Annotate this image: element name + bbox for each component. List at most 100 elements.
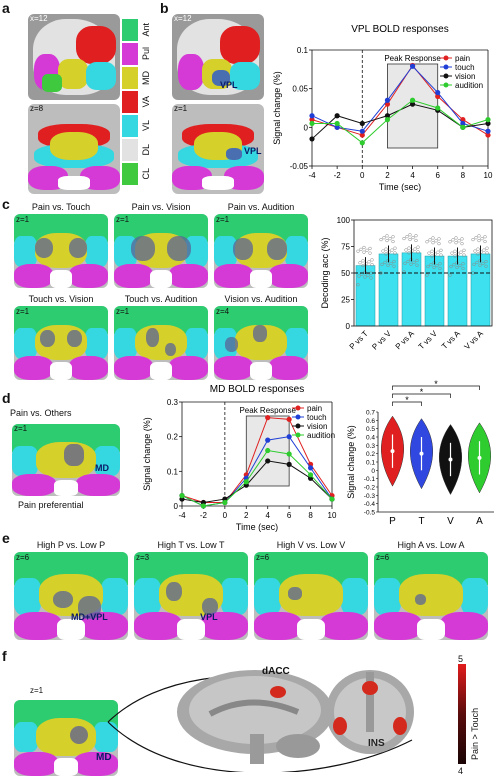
contrast-title: Pain vs. Audition (227, 202, 295, 212)
data-point-audition (179, 493, 185, 499)
subject-point (356, 249, 360, 253)
subject-point (357, 274, 361, 278)
data-point-touch (384, 97, 391, 103)
contrast-title: Pain vs. Vision (131, 202, 191, 212)
subject-point (454, 236, 458, 240)
subject-point (392, 259, 396, 264)
data-point-audition (384, 117, 391, 123)
violin-median (477, 455, 482, 460)
y-tick-label: 0.3 (167, 398, 179, 407)
violin-plot: P T V A -0.5 -0.4-0.3-0.2 -0.100.1 0.20.30.4 0.5… (346, 380, 494, 527)
thalamus-slice: z=6 MD+VPL (14, 552, 128, 640)
subject-point (416, 245, 420, 249)
y-tick-label: -0.5 (364, 510, 376, 517)
legend-label: pain (455, 54, 470, 63)
legend-marker (443, 73, 449, 79)
subject-point (461, 262, 465, 266)
thalamus-slice: z=1 (14, 306, 108, 380)
legend-label: audition (455, 81, 483, 90)
panel-label-b: b (160, 0, 169, 16)
slice-label: z=6 (16, 553, 30, 562)
thalamus-slice: z=1 (14, 214, 108, 288)
slice-label: x=12 (30, 14, 48, 23)
data-point-vision (309, 136, 315, 142)
subject-point (461, 266, 465, 271)
slice-label: z=1 (16, 307, 30, 316)
subject-point (436, 250, 440, 254)
subject-point (362, 250, 366, 254)
roi-label-md: MD (96, 752, 112, 763)
x-tick-label: -2 (334, 171, 342, 180)
series-line-pain (311, 64, 489, 136)
data-point-touch (460, 120, 466, 127)
data-point-touch (309, 113, 315, 119)
thalamus-slice: z=3 VPL (134, 552, 248, 640)
contrast-map: Pain vs. Audition z=1 (214, 202, 308, 288)
thalamus-slice: z=1 (214, 214, 308, 288)
contrast-map: Pain vs. Vision z=1 (114, 202, 208, 288)
legend-label: VL (141, 120, 151, 132)
subject-point (438, 262, 442, 266)
contrast-title: Touch vs. Vision (28, 294, 94, 304)
x-axis-label: Time (sec) (236, 522, 278, 532)
md-pain-preferential-map (12, 424, 120, 496)
subject-point (412, 260, 416, 265)
data-point-pain (485, 132, 491, 138)
x-tick-label: 6 (435, 171, 440, 180)
subject-point (428, 238, 432, 242)
violin-median (390, 449, 395, 454)
subject-point (448, 240, 452, 244)
y-axis-label: Decoding acc (%) (320, 237, 330, 308)
subject-point (455, 265, 459, 270)
subject-point (462, 248, 466, 252)
thalamus-slice: z=4 (214, 306, 308, 380)
data-point-touch (485, 128, 491, 134)
contrast-map: Touch vs. Vision z=1 (14, 294, 108, 380)
subject-point (389, 261, 393, 266)
subject-point (408, 233, 412, 237)
subject-point (406, 259, 410, 264)
data-point-audition (309, 120, 315, 127)
subject-point (391, 239, 395, 244)
subject-point (413, 247, 417, 251)
thalamus-slice: z=1 (114, 306, 208, 380)
contrast-title: High P vs. Low P (36, 540, 106, 550)
colorbar-max: 5 (458, 654, 464, 664)
subject-point (388, 237, 392, 241)
legend-swatch (122, 19, 138, 41)
data-point-pain (384, 101, 391, 107)
legend-swatch (122, 163, 138, 185)
subject-point (358, 261, 362, 265)
x-tick-label: A (476, 516, 483, 527)
subject-point (437, 237, 441, 241)
subject-point (483, 235, 487, 239)
subject-point (431, 241, 435, 245)
bar (447, 255, 468, 327)
legend-marker (443, 55, 449, 61)
subject-point (478, 263, 482, 268)
legend-label: touch (307, 413, 327, 422)
slice-label: z=4 (216, 307, 230, 316)
sagittal-brain-image (177, 670, 333, 764)
data-point-touch (409, 63, 416, 69)
subject-point (415, 263, 419, 267)
significance-bracket (392, 401, 422, 406)
subject-point (431, 236, 435, 240)
data-point-audition (409, 97, 416, 103)
x-tick-label: P vs T (348, 329, 370, 351)
x-tick-label: 8 (461, 171, 466, 180)
legend-item: VL (122, 114, 168, 138)
legend-marker (295, 423, 301, 429)
significance-star: * (434, 380, 438, 389)
y-tick-label: 0.1 (297, 46, 309, 55)
subject-point (437, 241, 441, 246)
colorbar (458, 664, 466, 764)
significance-bracket (392, 393, 451, 398)
subject-point (457, 239, 461, 243)
data-point-pain (286, 416, 292, 422)
x-tick-label: P vs A (394, 329, 417, 352)
slice-label: z=6 (256, 553, 270, 562)
violin-median (419, 451, 424, 456)
sagittal-thalamus-map-b (172, 14, 264, 100)
subject-point (439, 253, 443, 257)
